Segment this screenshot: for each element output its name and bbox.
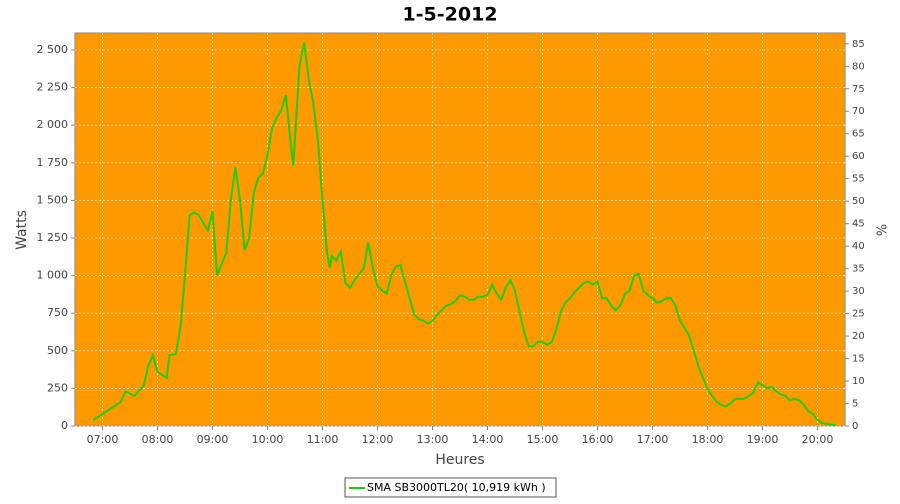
x-tick-label: 11:00 bbox=[307, 433, 339, 446]
x-tick-label: 07:00 bbox=[87, 433, 119, 446]
x-tick-label: 15:00 bbox=[527, 433, 559, 446]
y-tick-label: 2 250 bbox=[37, 81, 69, 94]
y2-tick-label: 60 bbox=[852, 151, 865, 162]
y-tick-label: 500 bbox=[47, 344, 68, 357]
x-tick-label: 16:00 bbox=[582, 433, 614, 446]
y2-tick-label: 65 bbox=[852, 129, 865, 140]
x-tick-label: 13:00 bbox=[417, 433, 449, 446]
x-tick-label: 14:00 bbox=[472, 433, 504, 446]
y-axis-label: Watts bbox=[14, 210, 30, 250]
y-tick-label: 2 500 bbox=[37, 43, 69, 56]
legend-box bbox=[344, 477, 557, 498]
y2-tick-label: 85 bbox=[852, 39, 865, 50]
y2-tick-label: 80 bbox=[852, 61, 865, 72]
legend-label: SMA SB3000TL20( 10,919 kWh ) bbox=[367, 481, 546, 494]
x-tick-label: 18:00 bbox=[692, 433, 724, 446]
plot-area bbox=[74, 32, 846, 427]
y-tick-label: 1 250 bbox=[37, 231, 69, 244]
x-axis-label: Heures bbox=[435, 452, 484, 468]
y-tick-label: 750 bbox=[47, 306, 68, 319]
y2-tick-label: 70 bbox=[852, 106, 865, 117]
y2-axis-label: % bbox=[873, 224, 888, 236]
y-tick-label: 1 750 bbox=[37, 156, 69, 169]
y2-tick-label: 40 bbox=[852, 241, 865, 252]
chart-title: 1-5-2012 bbox=[402, 4, 497, 26]
x-tick-label: 08:00 bbox=[142, 433, 174, 446]
x-tick-label: 10:00 bbox=[252, 433, 284, 446]
y2-tick-label: 10 bbox=[852, 376, 865, 387]
y2-tick-label: 30 bbox=[852, 286, 865, 297]
y2-tick-label: 5 bbox=[852, 399, 858, 410]
x-tick-label: 19:00 bbox=[747, 433, 779, 446]
y2-tick-label: 25 bbox=[852, 309, 865, 320]
y2-tick-label: 50 bbox=[852, 196, 865, 207]
y-tick-label: 0 bbox=[61, 419, 68, 432]
series-line bbox=[92, 42, 836, 427]
y2-tick-label: 20 bbox=[852, 331, 865, 342]
x-tick-label: 20:00 bbox=[802, 433, 834, 446]
y2-tick-label: 75 bbox=[852, 84, 865, 95]
y2-tick-label: 45 bbox=[852, 219, 865, 230]
y-tick-label: 1 500 bbox=[37, 193, 69, 206]
y-tick-label: 250 bbox=[47, 381, 68, 394]
y-tick-label: 1 000 bbox=[37, 269, 69, 282]
x-tick-label: 09:00 bbox=[197, 433, 229, 446]
y2-tick-label: 15 bbox=[852, 354, 865, 365]
y2-tick-label: 55 bbox=[852, 174, 865, 185]
y-tick-label: 2 000 bbox=[37, 118, 69, 131]
y2-tick-label: 0 bbox=[852, 421, 858, 432]
y2-tick-label: 35 bbox=[852, 264, 865, 275]
x-tick-label: 12:00 bbox=[362, 433, 394, 446]
x-tick-label: 17:00 bbox=[637, 433, 669, 446]
